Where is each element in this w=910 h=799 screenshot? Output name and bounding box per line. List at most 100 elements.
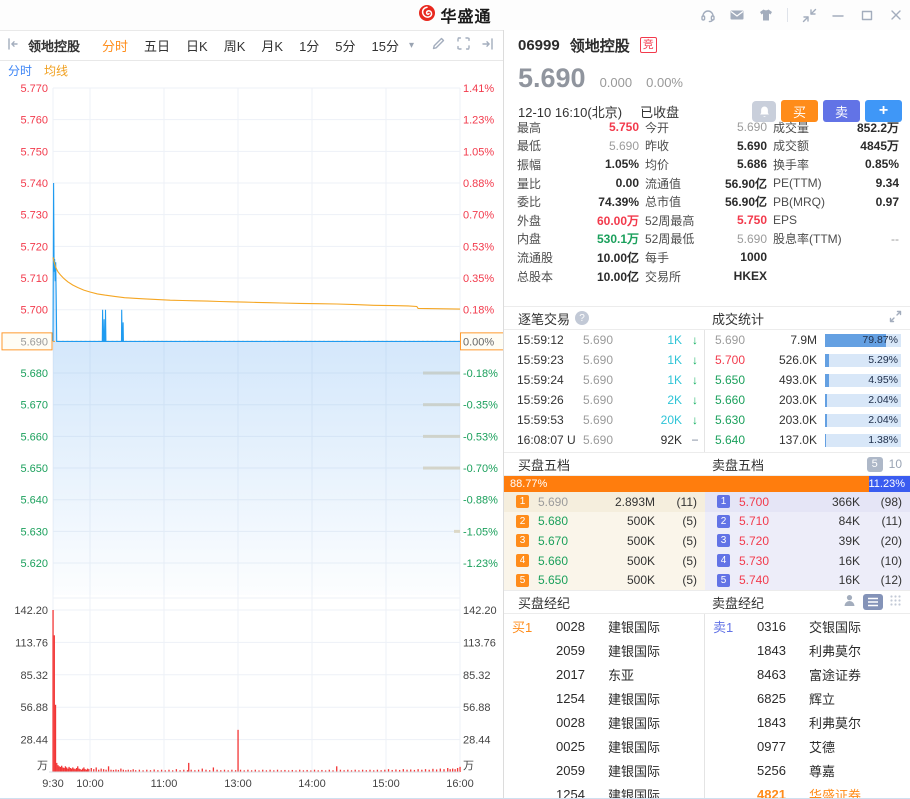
ask-depth-title: 卖盘五档 <box>712 455 764 474</box>
ask-price[interactable]: 5.700 <box>739 495 785 509</box>
price-change-pct: 0.00% <box>646 75 683 90</box>
stat-value: HKEX <box>734 269 767 283</box>
headset-icon[interactable] <box>700 7 716 23</box>
shrink-icon[interactable] <box>801 7 817 23</box>
stat-value: 0.97 <box>876 195 899 209</box>
period-tab-5分[interactable]: 5分 <box>335 39 355 54</box>
time-tick-label: 10:00 <box>76 778 104 790</box>
stat-label: 成交量 <box>773 119 809 136</box>
down-arrow-icon: ↓ <box>686 413 704 427</box>
grid-view-icon[interactable] <box>889 594 902 610</box>
stat-bar: 79.87% <box>825 334 901 347</box>
person-icon[interactable] <box>842 593 857 611</box>
pct-tick-label: 0.35% <box>463 273 494 285</box>
legend-avg[interactable]: 均线 <box>44 62 68 79</box>
bid-price[interactable]: 5.670 <box>538 534 584 548</box>
close-icon[interactable] <box>888 7 904 23</box>
ask-price[interactable]: 5.740 <box>739 573 785 587</box>
bid-depth-title: 买盘五档 <box>518 455 570 474</box>
volume-tick-label: 113.76 <box>15 637 48 649</box>
broker-name: 建银国际 <box>608 785 704 799</box>
quote-panel: 06999 领地控股 竞 5.690 0.000 0.00% 12-10 16:… <box>504 30 910 798</box>
period-tab-15分[interactable]: 15分 <box>372 39 399 54</box>
down-arrow-icon: ↓ <box>686 373 704 387</box>
theme-shirt-icon[interactable] <box>758 7 774 23</box>
legend-price[interactable]: 分时 <box>8 62 32 79</box>
trade-time: 15:59:23 <box>517 353 583 367</box>
collapse-panel-icon[interactable] <box>6 37 20 54</box>
fullscreen-icon[interactable] <box>456 36 471 54</box>
volume-bar <box>60 767 61 772</box>
help-icon[interactable]: ? <box>575 311 589 325</box>
ask-price[interactable]: 5.730 <box>739 554 785 568</box>
chevron-down-icon[interactable]: ▾ <box>409 40 414 51</box>
period-tab-1分[interactable]: 1分 <box>299 39 319 54</box>
mail-icon[interactable] <box>729 7 745 23</box>
price-change: 0.000 <box>600 75 633 90</box>
depth-10-toggle[interactable]: 10 <box>889 457 902 471</box>
period-tab-周K[interactable]: 周K <box>224 39 246 54</box>
maximize-icon[interactable] <box>859 7 875 23</box>
period-tab-日K[interactable]: 日K <box>186 39 208 54</box>
stat-value: 4845万 <box>860 137 899 154</box>
period-tab-分时[interactable]: 分时 <box>102 39 128 54</box>
auction-badge: 竞 <box>640 37 657 53</box>
bid-price[interactable]: 5.650 <box>538 573 584 587</box>
stat-value: 10.00亿 <box>597 249 639 266</box>
ask-count: (20) <box>860 534 910 548</box>
stat-percent: 79.87% <box>862 334 898 347</box>
broker-name: 交银国际 <box>809 617 910 636</box>
down-arrow-icon: ↓ <box>686 353 704 367</box>
bid-volume: 500K <box>584 514 655 528</box>
stat-price: 5.630 <box>715 413 759 427</box>
volume-bar <box>83 767 84 772</box>
minimize-icon[interactable] <box>830 7 846 23</box>
period-tab-五日[interactable]: 五日 <box>144 39 170 54</box>
broker-name: 建银国际 <box>608 737 704 756</box>
stat-bar: 1.38% <box>825 434 901 447</box>
ask-price[interactable]: 5.720 <box>739 534 785 548</box>
expand-section-icon[interactable] <box>889 310 902 326</box>
pct-tick-label: 0.18% <box>463 305 494 317</box>
ask-volume: 16K <box>785 554 860 568</box>
volume-bar <box>62 767 63 772</box>
bid-level-badge: 5 <box>516 574 529 587</box>
stock-name-tab[interactable]: 领地控股 <box>28 36 80 55</box>
stat-label: 最高 <box>517 119 541 136</box>
bid-price[interactable]: 5.660 <box>538 554 584 568</box>
list-view-icon[interactable] <box>863 594 883 610</box>
price-tick-label: 5.620 <box>20 558 48 570</box>
stat-cell <box>773 248 899 267</box>
ask-level-badge: 3 <box>717 534 730 547</box>
ask-price[interactable]: 5.710 <box>739 514 785 528</box>
volume-bar <box>77 766 78 772</box>
pct-tick-label: -0.70% <box>463 463 498 475</box>
price-tick-label: 5.640 <box>20 495 48 507</box>
stat-label: 流通值 <box>645 175 681 192</box>
draw-pencil-icon[interactable] <box>431 36 446 54</box>
depth-5-toggle[interactable]: 5 <box>867 457 883 472</box>
stat-bar: 5.29% <box>825 354 901 367</box>
bid-volume: 500K <box>584 573 655 587</box>
bid-price[interactable]: 5.680 <box>538 514 584 528</box>
trade-price: 5.690 <box>583 353 627 367</box>
stat-value: -- <box>891 232 899 246</box>
period-tab-月K[interactable]: 月K <box>261 39 283 54</box>
pct-tick-label: 0.00% <box>463 336 494 348</box>
bid-price[interactable]: 5.690 <box>538 495 584 509</box>
chart-legend: 分时 均线 <box>0 60 511 80</box>
ask-volume: 366K <box>785 495 860 509</box>
expand-panel-icon[interactable] <box>481 37 495 54</box>
ask-volume: 16K <box>785 573 860 587</box>
down-arrow-icon: ↓ <box>686 333 704 347</box>
